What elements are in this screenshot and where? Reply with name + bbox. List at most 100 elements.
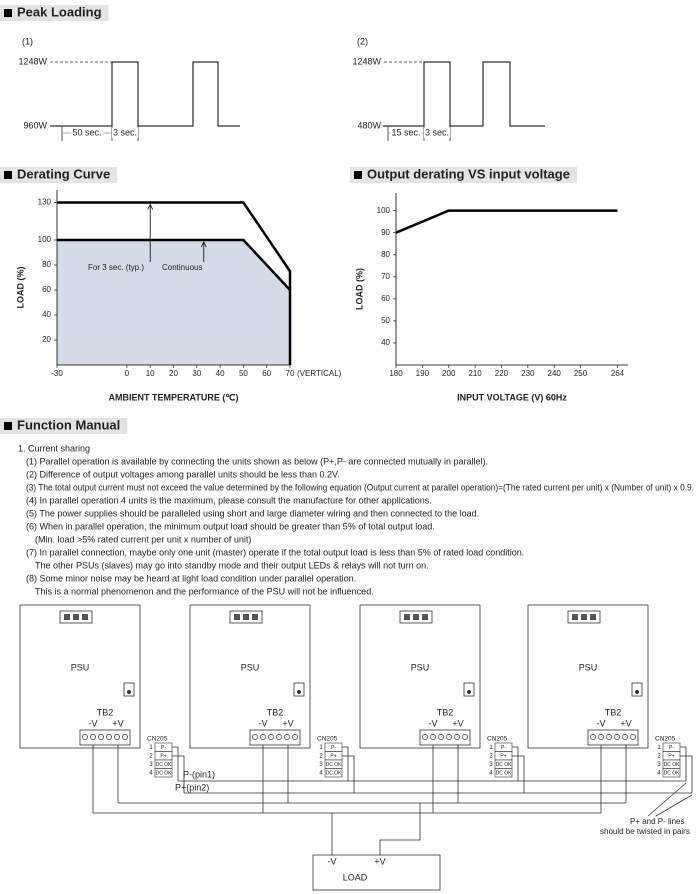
- connector-pin: [234, 614, 240, 620]
- manual-line: (6) When in parallel operation, the mini…: [26, 521, 435, 531]
- manual-line: The other PSUs (slaves) may go into stan…: [35, 560, 429, 570]
- load-label: LOAD: [343, 872, 368, 882]
- waveform: [383, 61, 545, 127]
- section-header-marker: [354, 171, 362, 179]
- section-header: Function Manual: [17, 417, 120, 432]
- pin-number: 3: [149, 762, 153, 768]
- section-header-bg: [0, 167, 118, 183]
- x-tick-label: 250: [574, 369, 588, 378]
- psu-label: PSU: [411, 662, 430, 672]
- level-label: 960W: [23, 120, 47, 130]
- load-terminal: +V: [374, 856, 385, 866]
- connector-pin: [252, 614, 258, 620]
- x-tick-label: 0: [125, 369, 130, 378]
- pin-note: P+(pin2): [175, 782, 209, 792]
- pin-number: 2: [149, 754, 153, 760]
- terminal-block: [419, 729, 471, 746]
- manual-line: (8) Some minor noise may be heard at lig…: [26, 573, 356, 583]
- tb-label: TB2: [605, 707, 622, 717]
- duration-label: 15 sec.: [391, 127, 420, 137]
- area: [57, 240, 290, 365]
- waveform: [50, 61, 240, 127]
- pin-cell: [324, 768, 343, 778]
- pin-signal: DC OK: [156, 762, 173, 768]
- x-tick-label: 200: [442, 369, 456, 378]
- panel-label: (2): [357, 36, 368, 46]
- y-tick-label: 60: [42, 285, 51, 294]
- pin-signal: P-: [331, 745, 336, 751]
- pin-cell: [154, 768, 173, 778]
- terminal-screw: [462, 734, 468, 740]
- y-axis-title: LOAD (%): [354, 268, 364, 310]
- x-tick-label: 230: [521, 369, 535, 378]
- tb-label: TB2: [437, 707, 454, 717]
- duration-label-bg: [423, 128, 451, 138]
- terminal-block: [587, 729, 639, 746]
- duration-label: 3 sec.: [113, 127, 137, 137]
- psu-box: [527, 604, 649, 749]
- terminal-screw: [422, 734, 428, 740]
- led-dot: [467, 690, 471, 694]
- duration-label: 50 sec.: [72, 127, 101, 137]
- connector-pin: [404, 614, 410, 620]
- label-arrowhead: [200, 241, 207, 248]
- led-icon: [631, 682, 643, 697]
- y-tick-label: 100: [38, 235, 52, 244]
- pin-signal: DC OK: [496, 762, 513, 768]
- terminal-label: +V: [112, 718, 123, 728]
- load-terminal: -V: [328, 856, 337, 866]
- section-header: Peak Loading: [17, 4, 102, 19]
- section-header-marker: [4, 422, 12, 430]
- panel-label: (1): [22, 36, 33, 46]
- pin-signal: P+: [500, 753, 506, 759]
- terminal-screw: [292, 734, 298, 740]
- section-header-marker: [4, 171, 12, 179]
- connector-pin: [581, 614, 587, 620]
- y-axis-title: LOAD (%): [15, 267, 25, 309]
- manual-line: (5) The power supplies should be paralle…: [26, 508, 479, 518]
- terminal-screw: [622, 734, 628, 740]
- led-icon: [293, 682, 305, 697]
- terminal-label: -V: [89, 718, 98, 728]
- manual-line: This is a normal phenomenon and the perf…: [35, 586, 374, 596]
- pin-signal: P+: [668, 753, 674, 759]
- pin-note: P-(pin1): [183, 769, 215, 779]
- pin-signal: P-: [161, 745, 166, 751]
- manual-line: (3) The total output current must not ex…: [26, 482, 694, 492]
- terminal-screw: [614, 734, 620, 740]
- section-header-bg: [0, 418, 128, 434]
- led-dot: [127, 690, 131, 694]
- series-label: Continuous: [162, 263, 202, 272]
- connector-pin: [572, 614, 578, 620]
- terminal-screw: [252, 734, 258, 740]
- y-tick-label: 40: [381, 338, 390, 347]
- psu-label: PSU: [241, 662, 260, 672]
- pin-cell: [494, 768, 513, 778]
- pin-number: 1: [657, 745, 661, 751]
- pin-number: 4: [149, 771, 153, 777]
- x-tick-label: 264: [611, 369, 625, 378]
- pin-signal: P-: [501, 745, 506, 751]
- terminal-screw: [454, 734, 460, 740]
- x-axis-note: (VERTICAL): [297, 369, 342, 378]
- terminal-screw: [106, 734, 112, 740]
- terminal-screw: [268, 734, 274, 740]
- twist-note: should be twisted in pairs: [600, 827, 690, 836]
- wire: [172, 746, 179, 781]
- x-tick-label: 210: [468, 369, 482, 378]
- terminal-label: -V: [597, 718, 606, 728]
- pin-number: 4: [319, 771, 323, 777]
- terminal-screw: [630, 734, 636, 740]
- section-header: Derating Curve: [17, 166, 110, 181]
- manual-line: (1) Parallel operation is available by c…: [26, 456, 488, 466]
- y-tick-label: 80: [42, 260, 51, 269]
- terminal-screw: [598, 734, 604, 740]
- terminal-screw: [82, 734, 88, 740]
- terminal-label: -V: [429, 718, 438, 728]
- connector-pin: [590, 614, 596, 620]
- pin-number: 2: [657, 754, 661, 760]
- y-tick-label: 50: [381, 316, 390, 325]
- terminal-screw: [114, 734, 120, 740]
- led-icon: [123, 682, 135, 697]
